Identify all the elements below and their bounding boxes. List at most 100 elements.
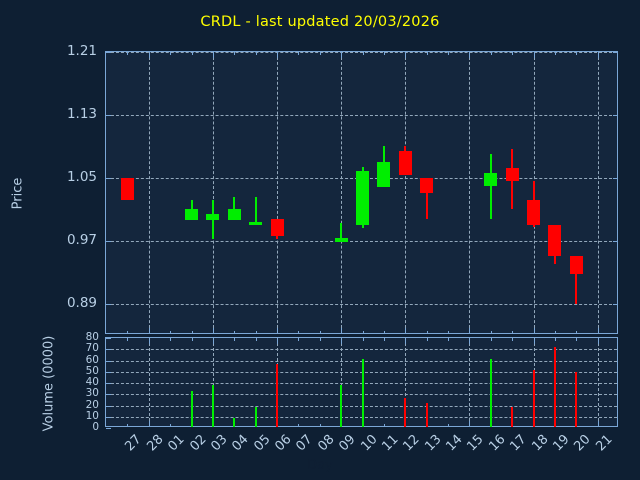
volume-gridline-vertical	[405, 338, 407, 426]
volume-xtick-mark	[127, 338, 129, 341]
volume-xtick-mark	[234, 338, 236, 341]
volume-xtick-mark	[191, 338, 193, 341]
volume-axis-title: Volume (0000)	[41, 335, 57, 432]
price-xtick-mark	[512, 52, 514, 55]
volume-tick-mark	[106, 416, 111, 418]
volume-gridline-vertical	[212, 338, 214, 426]
volume-bar	[276, 363, 278, 427]
volume-gridline-vertical	[469, 338, 471, 426]
price-gridline-vertical	[341, 52, 343, 333]
volume-xtick-mark	[448, 338, 449, 341]
volume-gridline-vertical	[148, 338, 150, 426]
price-tick-mark	[106, 52, 111, 53]
volume-bar	[489, 359, 492, 427]
price-xtick-mark	[212, 52, 214, 58]
candle-body	[227, 209, 241, 221]
volume-xtick-mark	[469, 338, 471, 344]
volume-xtick-mark	[319, 424, 321, 427]
volume-tick-mark	[106, 405, 111, 407]
volume-xtick-mark	[597, 421, 599, 427]
candle-wick	[233, 196, 236, 221]
volume-tick-mark	[106, 394, 111, 396]
price-xtick-mark	[362, 52, 364, 55]
volume-xtick-mark	[255, 338, 257, 341]
price-xtick-mark	[255, 331, 257, 334]
volume-bar	[340, 385, 343, 427]
volume-bar	[211, 385, 214, 427]
volume-ytick-label: 50	[85, 364, 99, 377]
price-xtick-mark	[127, 331, 129, 334]
volume-bar	[361, 359, 364, 427]
volume-xtick-mark	[298, 424, 300, 427]
candle-body	[334, 237, 348, 243]
price-xtick-mark	[405, 52, 407, 58]
candle-body	[484, 173, 498, 186]
volume-tick-mark	[106, 360, 111, 362]
candle-body	[270, 218, 284, 236]
volume-ytick-label: 30	[85, 387, 99, 400]
volume-xtick-mark	[170, 424, 172, 427]
price-xtick-mark	[277, 52, 278, 58]
price-gridline-vertical	[469, 52, 471, 333]
candle-body	[377, 162, 391, 188]
price-gridline-vertical	[597, 52, 599, 333]
volume-gridline-vertical	[341, 338, 343, 426]
volume-xtick-mark	[469, 421, 471, 427]
volume-xtick-mark	[576, 338, 578, 341]
price-xtick-mark	[576, 52, 578, 55]
volume-tick-mark	[106, 383, 111, 384]
volume-ytick-label: 40	[85, 376, 99, 388]
price-tick-mark	[613, 303, 618, 305]
candle-body	[356, 171, 369, 225]
volume-bar	[532, 369, 535, 427]
chart-title: CRDL - last updated 20/03/2026	[200, 14, 440, 30]
volume-gridline-vertical	[597, 338, 599, 426]
volume-tick-mark	[106, 371, 111, 373]
volume-bar	[254, 406, 257, 427]
price-xtick-mark	[148, 328, 150, 334]
candle-body	[420, 177, 434, 194]
candle-body	[398, 151, 412, 175]
volume-xtick-mark	[319, 338, 321, 341]
candle-body	[505, 168, 519, 181]
price-tick-mark	[106, 177, 111, 179]
price-gridline-vertical	[277, 52, 278, 333]
volume-bar	[404, 397, 407, 427]
price-xtick-mark	[533, 328, 535, 334]
price-xtick-mark	[426, 52, 428, 55]
candle-body	[527, 199, 540, 225]
candle-body	[185, 209, 198, 221]
candle-body	[548, 224, 562, 257]
candle-wick	[425, 177, 428, 219]
price-xtick-mark	[234, 52, 236, 55]
price-tick-mark	[613, 52, 618, 53]
volume-tick-mark	[106, 338, 111, 339]
volume-bar	[190, 390, 193, 427]
price-tick-mark	[613, 114, 618, 116]
price-xtick-mark	[170, 331, 172, 334]
price-xtick-mark	[191, 52, 193, 55]
price-xtick-mark	[212, 328, 214, 334]
price-xtick-mark	[341, 52, 343, 58]
price-xtick-mark	[383, 331, 385, 334]
price-xtick-mark	[362, 331, 364, 334]
price-xtick-mark	[469, 52, 471, 58]
volume-ytick-label: 10	[85, 409, 99, 422]
price-xtick-mark	[490, 52, 492, 55]
volume-xtick-mark	[512, 338, 514, 341]
price-xtick-mark	[512, 331, 514, 334]
price-gridline	[106, 114, 617, 116]
volume-xtick-mark	[362, 338, 364, 341]
price-xtick-mark	[234, 331, 236, 334]
price-xtick-mark	[148, 52, 150, 58]
price-ytick-label: 0.89	[66, 294, 97, 311]
volume-ytick-label: 0	[92, 421, 99, 433]
volume-xtick-mark	[298, 338, 300, 341]
volume-xtick-mark	[597, 338, 599, 344]
price-xtick-mark	[341, 328, 343, 334]
price-ytick-label: 1.05	[66, 168, 97, 185]
volume-xtick-mark	[383, 424, 385, 427]
volume-xtick-mark	[127, 424, 129, 427]
volume-bar	[425, 403, 428, 427]
volume-ytick-label: 20	[85, 398, 99, 411]
